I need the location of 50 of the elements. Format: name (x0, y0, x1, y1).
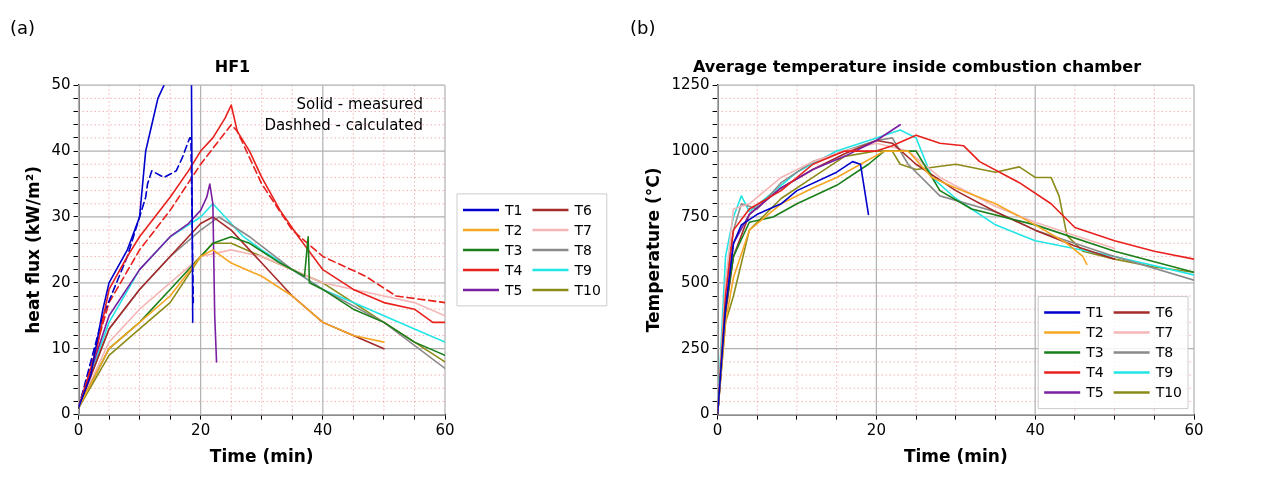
y-tick-label: 0 (700, 404, 710, 423)
legend-label: T1 (1085, 304, 1104, 321)
y-tick-label: 20 (51, 272, 71, 291)
y-tick-label: 30 (51, 206, 71, 225)
x-axis-title: Time (min) (209, 446, 314, 467)
chart-title: Average temperature inside combustion chamber (692, 56, 1142, 76)
chart-title: HF1 (214, 56, 251, 76)
legend-label: T7 (573, 221, 592, 238)
legend-label: T5 (1085, 384, 1104, 401)
y-tick-label: 40 (51, 140, 71, 159)
y-tick-label: 500 (680, 272, 710, 291)
legend-label: T10 (573, 281, 601, 298)
y-axis-title: Temperature (°C) (642, 167, 663, 333)
legend-label: T7 (1154, 324, 1174, 341)
legend-label: T1 (504, 201, 523, 218)
legend-label: T2 (1085, 324, 1104, 341)
y-tick-label: 250 (680, 338, 710, 357)
legend-label: T9 (573, 261, 592, 278)
x-tick-label: 0 (73, 421, 84, 440)
legend-label: T10 (1154, 384, 1183, 401)
annotation: Dashhed - calculated (264, 115, 423, 134)
legend-label: T9 (1154, 364, 1174, 381)
legend-label: T5 (504, 281, 523, 298)
x-tick-label: 20 (866, 421, 886, 440)
x-tick-label: 40 (313, 421, 333, 440)
legend-label: T4 (1085, 364, 1104, 381)
legend-label: T6 (573, 201, 593, 218)
x-axis-title: Time (min) (903, 446, 1008, 467)
x-tick-label: 40 (1025, 421, 1045, 440)
x-tick-label: 20 (191, 421, 211, 440)
x-tick-label: 60 (1184, 421, 1204, 440)
legend-label: T6 (1154, 304, 1174, 321)
annotation: Solid - measured (296, 94, 423, 113)
legend-label: T8 (1154, 344, 1174, 361)
legend-label: T8 (573, 241, 592, 258)
y-tick-label: 1000 (671, 140, 710, 159)
y-tick-label: 0 (60, 404, 71, 423)
x-tick-label: 0 (712, 421, 723, 440)
text: (b) (630, 16, 656, 38)
y-tick-label: 750 (680, 206, 710, 225)
legend-label: T2 (504, 221, 523, 238)
legend-label: T3 (1085, 344, 1104, 361)
y-axis-title: heat flux (kW/m²) (22, 166, 43, 334)
y-tick-label: 10 (51, 338, 71, 357)
legend-label: T4 (504, 261, 523, 278)
legend-label: T3 (504, 241, 523, 258)
y-tick-label: 50 (51, 75, 71, 94)
x-tick-label: 60 (435, 421, 455, 440)
text: (a) (10, 16, 36, 38)
y-tick-label: 1250 (671, 75, 710, 94)
